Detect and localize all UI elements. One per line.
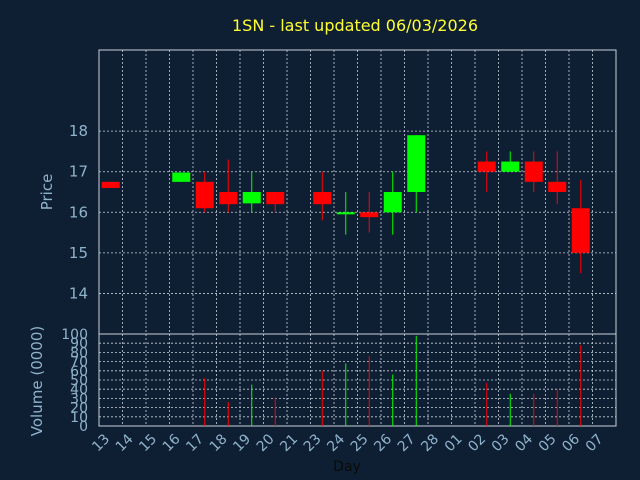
candle-body: [195, 181, 214, 209]
candles: [101, 135, 590, 274]
price-axis-label: Price: [38, 174, 56, 211]
volume-y-tick-label: 0: [79, 419, 88, 435]
price-y-tick-label: 14: [69, 284, 88, 302]
price-y-tick-label: 17: [69, 163, 88, 181]
candle-body: [501, 161, 520, 172]
candle-body: [336, 212, 355, 215]
volume-grid: [99, 334, 616, 426]
price-y-ticks: 14 15 16 17 18: [69, 122, 88, 302]
chart-title: 1SN - last updated 06/03/2026: [232, 16, 478, 35]
volume-y-tick-label: 70: [70, 355, 88, 371]
volume-y-tick-label: 50: [70, 373, 88, 389]
volume-y-tick-label: 90: [70, 336, 88, 352]
volume-bars: [204, 335, 582, 426]
price-panel: 14 15 16 17 18 Price: [38, 49, 617, 335]
volume-y-tick-label: 20: [70, 401, 88, 417]
candle-body: [266, 192, 285, 205]
candle-body: [101, 181, 120, 188]
candle-body: [571, 208, 590, 253]
candle-body: [548, 181, 567, 192]
candle-body: [242, 192, 261, 204]
candle-body: [172, 172, 191, 182]
volume-y-tick-label: 40: [70, 382, 88, 398]
volume-axis-label: Volume (0000): [28, 326, 46, 436]
volume-y-tick-label: 10: [70, 410, 88, 426]
volume-y-tick-label: 60: [70, 364, 88, 380]
volume-y-tick-label: 80: [70, 345, 88, 361]
candle-body: [360, 212, 379, 218]
volume-y-tick-label: 30: [70, 391, 88, 407]
candle-body: [383, 192, 402, 213]
price-y-tick-label: 15: [69, 244, 88, 262]
candle-body: [313, 192, 332, 205]
day-axis-label: Day: [333, 459, 361, 475]
candle-body: [477, 161, 496, 172]
price-y-tick-label: 16: [69, 203, 88, 221]
candle-body: [407, 135, 426, 192]
candle-body: [524, 161, 543, 182]
candle-body: [219, 192, 238, 205]
volume-plot-frame: [98, 333, 617, 427]
price-y-tick-label: 18: [69, 122, 88, 140]
volume-y-tick-label: 100: [61, 327, 88, 343]
price-grid: [99, 50, 616, 334]
